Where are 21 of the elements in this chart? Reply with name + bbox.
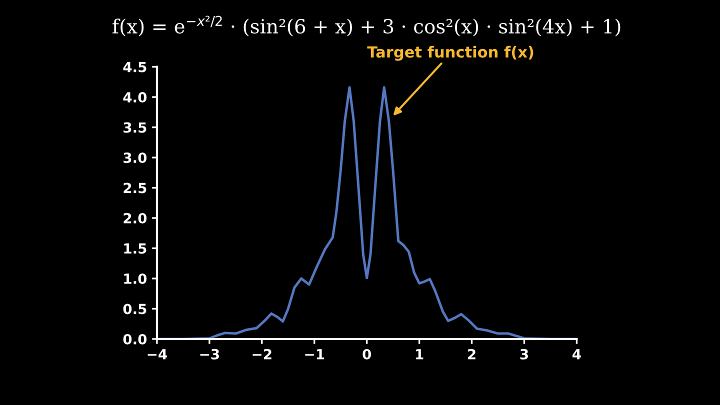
- y-tick-label: 2.5: [124, 182, 146, 194]
- y-tick-label: 1.0: [124, 273, 147, 284]
- x-tick-label: 3: [520, 348, 528, 360]
- y-tick-label: 4.0: [123, 92, 147, 103]
- x-tick-label: 4: [572, 349, 581, 360]
- y-tick-label: 0.0: [123, 334, 147, 344]
- y-tick-label: 3.5: [124, 122, 146, 133]
- x-tick-label: −4: [148, 349, 167, 360]
- x-tick-label: 0: [362, 348, 372, 360]
- x-tick-label: −3: [200, 348, 219, 360]
- y-tick-label: 0.5: [123, 304, 146, 314]
- y-tick-label: 3.0: [124, 152, 147, 164]
- y-tick-label: 4.5: [123, 62, 146, 72]
- x-tick-label: −1: [305, 349, 324, 360]
- y-tick-label: 2.0: [124, 212, 147, 224]
- x-tick-label: 2: [468, 348, 476, 360]
- chart-title: f(x) = e$^{−x²/2}$ · (sin²(6 + x) + 3 · cos²(x) · sin²(4x) + 1): [112, 16, 620, 36]
- annotation: Target function f(x): [367, 46, 534, 61]
- y-tick-label: 1.5: [124, 243, 146, 254]
- x-tick-label: 1: [416, 349, 424, 360]
- x-tick-label: −2: [252, 348, 272, 360]
